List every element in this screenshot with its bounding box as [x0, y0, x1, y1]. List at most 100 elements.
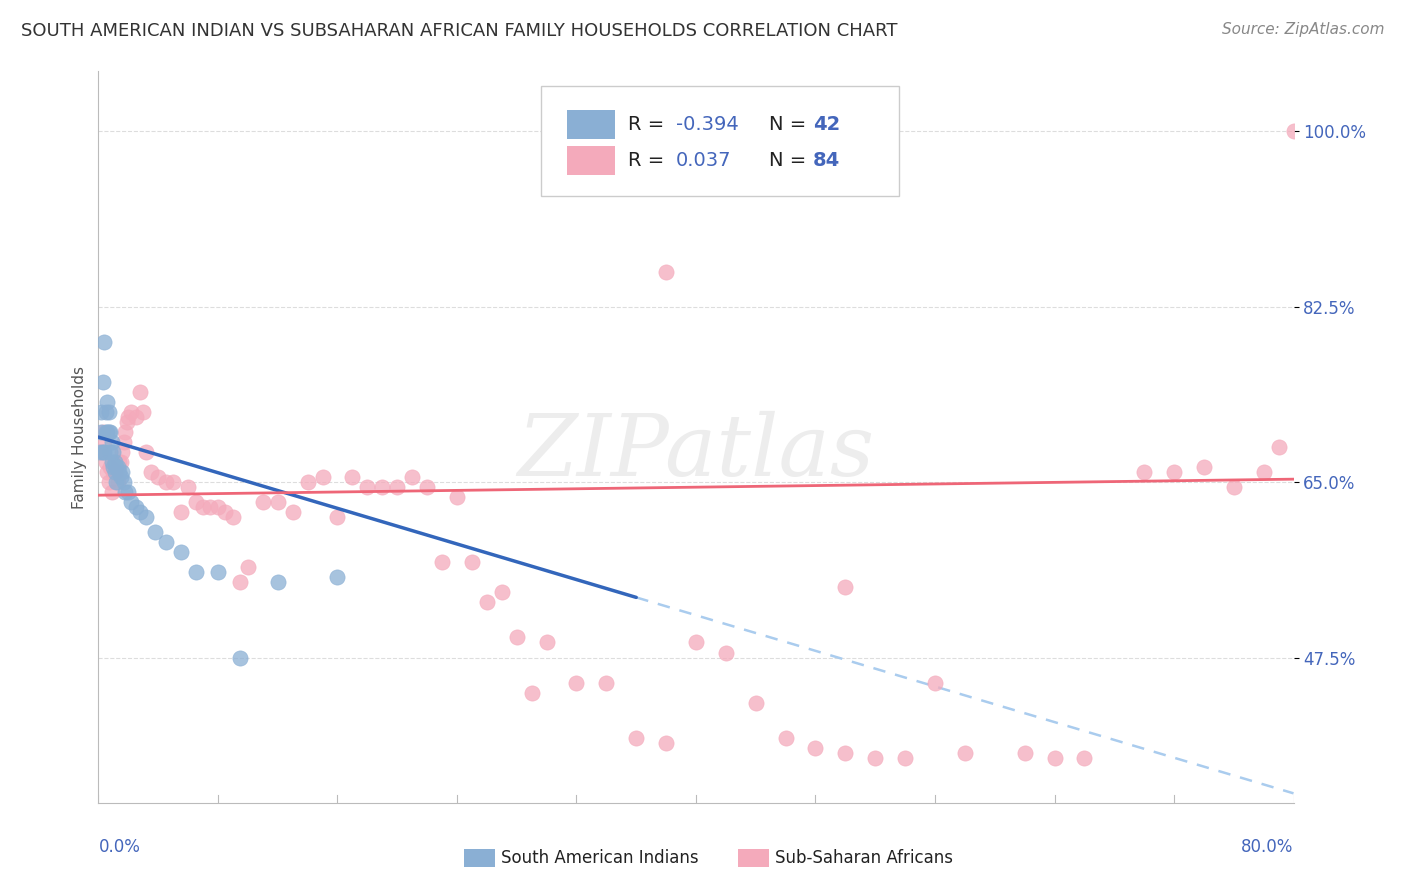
Point [326, 510, 349, 524]
Point [1282, 124, 1305, 138]
Point [139, 465, 162, 479]
Point [191, 500, 214, 515]
Point [1253, 465, 1275, 479]
Point [104, 465, 127, 479]
Point [1163, 465, 1185, 479]
Bar [567, 110, 614, 139]
Text: SOUTH AMERICAN INDIAN VS SUBSAHARAN AFRICAN FAMILY HOUSEHOLDS CORRELATION CHART: SOUTH AMERICAN INDIAN VS SUBSAHARAN AFRI… [21, 22, 897, 40]
Point [117, 410, 139, 425]
Point [90, 445, 112, 459]
Point [135, 510, 157, 524]
Text: N =: N = [769, 151, 813, 170]
Point [297, 475, 319, 490]
Point [169, 505, 191, 519]
Text: R =: R = [628, 151, 676, 170]
Point [103, 445, 125, 459]
Text: 42: 42 [813, 115, 841, 135]
Point [1267, 440, 1289, 454]
Point [132, 405, 155, 419]
Point [114, 425, 136, 439]
Point [385, 480, 409, 494]
Point [565, 675, 588, 690]
Point [93, 334, 115, 349]
Text: N =: N = [769, 115, 813, 135]
Point [115, 415, 138, 429]
Point [834, 580, 856, 594]
Text: Source: ZipAtlas.com: Source: ZipAtlas.com [1222, 22, 1385, 37]
Point [685, 635, 707, 649]
Point [491, 585, 513, 599]
Point [655, 736, 678, 750]
Point [714, 646, 737, 660]
Point [143, 525, 166, 540]
Point [105, 475, 128, 490]
Point [125, 410, 148, 425]
Point [94, 405, 117, 419]
Point [135, 445, 157, 459]
Point [101, 455, 124, 469]
Text: 80.0%: 80.0% [1241, 838, 1294, 855]
Point [1043, 750, 1066, 764]
Point [91, 445, 114, 459]
Point [129, 505, 152, 519]
Point [1014, 746, 1036, 760]
Point [110, 455, 132, 469]
Point [326, 570, 349, 584]
Point [207, 500, 229, 515]
Point [112, 435, 135, 450]
Point [104, 465, 127, 479]
Point [311, 470, 333, 484]
Point [114, 485, 136, 500]
Text: 84: 84 [813, 151, 841, 170]
Point [112, 475, 135, 490]
Point [655, 265, 678, 279]
Point [155, 475, 177, 490]
Point [94, 425, 117, 439]
Point [267, 495, 290, 509]
Point [111, 445, 134, 459]
Point [342, 470, 364, 484]
Point [111, 465, 134, 479]
Point [107, 475, 129, 490]
Point [94, 455, 117, 469]
Point [110, 470, 132, 484]
Point [120, 405, 142, 419]
Point [89, 445, 111, 459]
Point [101, 485, 124, 500]
Point [103, 460, 125, 475]
Point [148, 470, 170, 484]
Point [953, 746, 976, 760]
Point [1133, 465, 1156, 479]
Point [745, 696, 768, 710]
Bar [567, 146, 614, 175]
Point [91, 425, 114, 439]
Point [834, 746, 856, 760]
Point [93, 435, 115, 450]
Point [924, 675, 946, 690]
Point [222, 510, 245, 524]
Point [536, 635, 558, 649]
Point [105, 465, 128, 479]
Point [107, 460, 129, 475]
Point [103, 465, 125, 479]
Point [104, 455, 127, 469]
Point [96, 465, 118, 479]
Point [1192, 460, 1215, 475]
Text: -0.394: -0.394 [676, 115, 738, 135]
Point [1223, 480, 1246, 494]
Point [97, 475, 120, 490]
Point [371, 480, 394, 494]
Point [267, 575, 290, 590]
Point [595, 675, 617, 690]
Text: 0.0%: 0.0% [98, 838, 141, 855]
Point [90, 405, 112, 419]
Point [97, 425, 120, 439]
Point [129, 384, 152, 399]
Point [804, 740, 827, 755]
Point [430, 555, 453, 569]
Point [416, 480, 439, 494]
Text: South American Indians: South American Indians [501, 849, 699, 867]
Point [214, 505, 236, 519]
Point [775, 731, 797, 745]
Point [461, 555, 484, 569]
